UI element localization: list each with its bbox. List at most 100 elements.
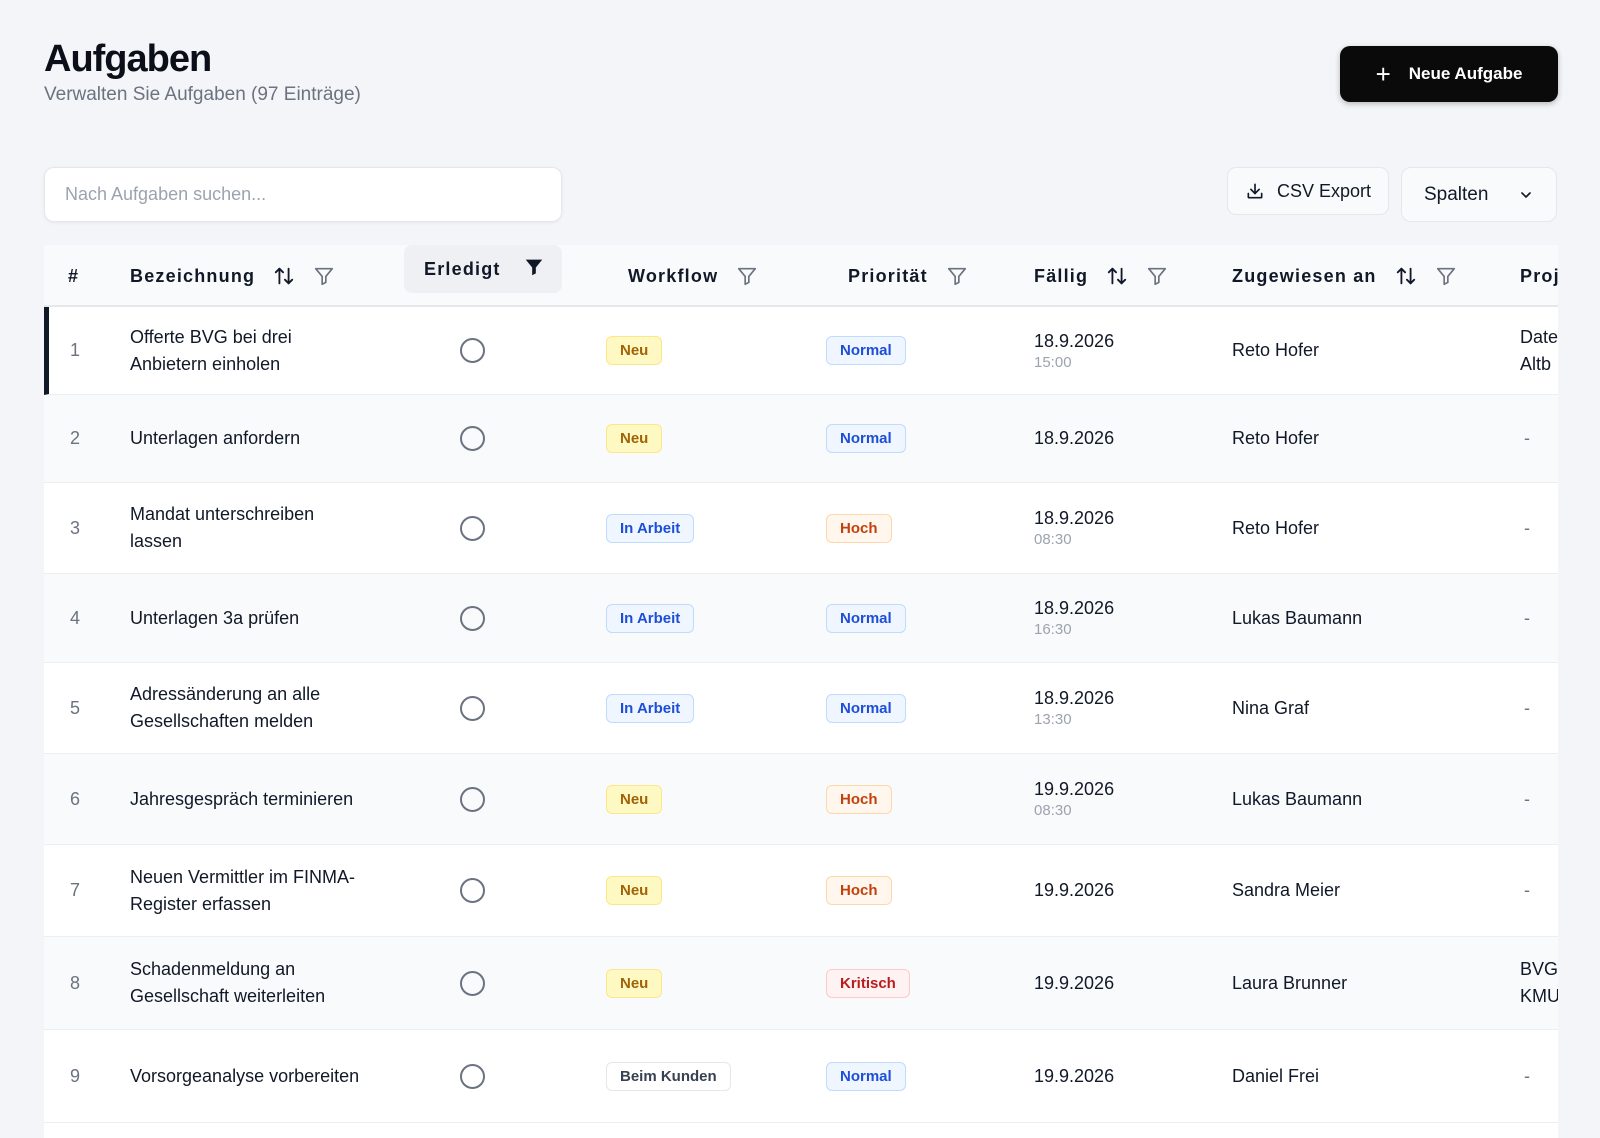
priority-badge[interactable]: Kritisch bbox=[826, 968, 910, 998]
done-cell bbox=[460, 307, 485, 394]
table-row[interactable]: 8 Schadenmeldung an Gesellschaft weiterl… bbox=[44, 937, 1558, 1030]
assignee-cell: Lukas Baumann bbox=[1232, 574, 1362, 662]
due-date: 18.9.2026 bbox=[1034, 598, 1115, 618]
task-title-cell: Adressänderung an alle Gesellschaften me… bbox=[130, 663, 360, 753]
chevron-down-icon bbox=[1521, 191, 1531, 198]
sort-icon[interactable] bbox=[1395, 265, 1417, 287]
workflow-badge[interactable]: Neu bbox=[606, 876, 663, 905]
assignee-name: Daniel Frei bbox=[1232, 1065, 1320, 1086]
done-checkbox[interactable] bbox=[460, 786, 485, 812]
table-row[interactable]: 2 Unterlagen anfordern Neu Normal 18.9.2… bbox=[44, 395, 1558, 483]
project-name: - bbox=[1524, 607, 1530, 628]
sort-icon[interactable] bbox=[273, 265, 295, 287]
workflow-badge[interactable]: Neu bbox=[606, 424, 663, 453]
filter-icon[interactable] bbox=[313, 265, 335, 287]
filter-icon[interactable] bbox=[1146, 265, 1168, 287]
priority-badge[interactable]: Normal bbox=[826, 1061, 906, 1091]
assignee-name: Laura Brunner bbox=[1232, 972, 1348, 993]
search-input[interactable] bbox=[44, 167, 562, 222]
done-checkbox[interactable] bbox=[460, 426, 485, 451]
due-cell: 18.9.2026 16:30 bbox=[1034, 574, 1114, 662]
table-row[interactable]: 1 Offerte BVG bei drei Anbietern einhole… bbox=[44, 307, 1558, 395]
priority-badge[interactable]: Hoch bbox=[826, 784, 892, 814]
done-checkbox[interactable] bbox=[460, 515, 485, 541]
filter-icon[interactable] bbox=[946, 265, 968, 287]
workflow-badge[interactable]: Neu bbox=[606, 784, 663, 814]
table-row[interactable]: 5 Adressänderung an alle Gesellschaften … bbox=[44, 663, 1558, 754]
plus-icon: + bbox=[1375, 59, 1391, 89]
workflow-badge[interactable]: Neu bbox=[606, 968, 663, 998]
workflow-cell: In Arbeit bbox=[606, 574, 695, 662]
assignee-cell: Reto Hofer bbox=[1232, 483, 1319, 573]
priority-badge[interactable]: Normal bbox=[826, 336, 906, 365]
task-title[interactable]: Schadenmeldung an Gesellschaft weiterlei… bbox=[130, 959, 326, 1006]
task-title[interactable]: Offerte BVG bei drei Anbietern einholen bbox=[130, 326, 292, 374]
project-cell: BVG KMU bbox=[1520, 937, 1558, 1029]
filter-icon[interactable] bbox=[736, 265, 758, 287]
done-checkbox[interactable] bbox=[460, 605, 485, 631]
priority-badge[interactable]: Hoch bbox=[826, 876, 892, 905]
csv-export-button[interactable]: CSV Export bbox=[1227, 167, 1389, 215]
columns-dropdown[interactable]: Spalten bbox=[1401, 167, 1557, 222]
filter-icon[interactable] bbox=[1435, 265, 1457, 287]
page-subtitle: Verwalten Sie Aufgaben (97 Einträge) bbox=[44, 84, 361, 105]
table-row[interactable]: 3 Mandat unterschreiben lassen In Arbeit… bbox=[44, 483, 1558, 574]
due-cell: 19.9.2026 bbox=[1034, 845, 1114, 936]
due-time: 08:30 bbox=[1034, 531, 1072, 548]
workflow-badge[interactable]: In Arbeit bbox=[606, 513, 695, 543]
project-cell: - bbox=[1524, 574, 1530, 662]
priority-cell: Normal bbox=[826, 574, 906, 662]
task-title[interactable]: Jahresgespräch terminieren bbox=[130, 788, 354, 809]
workflow-badge[interactable]: Neu bbox=[606, 336, 663, 365]
project-cell: - bbox=[1524, 483, 1530, 573]
done-checkbox[interactable] bbox=[460, 695, 485, 721]
priority-badge[interactable]: Normal bbox=[826, 603, 906, 633]
priority-badge[interactable]: Hoch bbox=[826, 513, 892, 543]
priority-cell: Hoch bbox=[826, 754, 892, 844]
task-title[interactable]: Unterlagen anfordern bbox=[130, 428, 301, 448]
done-checkbox[interactable] bbox=[460, 338, 485, 363]
priority-badge[interactable]: Normal bbox=[826, 424, 906, 453]
priority-cell: Normal bbox=[826, 663, 906, 753]
filter-active-icon[interactable] bbox=[523, 256, 545, 283]
done-cell bbox=[460, 574, 485, 662]
sort-icon[interactable] bbox=[1106, 265, 1128, 287]
assignee-cell: Sandra Meier bbox=[1232, 845, 1340, 936]
column-label: Bezeichnung bbox=[130, 265, 256, 286]
new-task-button[interactable]: + Neue Aufgabe bbox=[1340, 46, 1558, 102]
task-title[interactable]: Vorsorgeanalyse vorbereiten bbox=[130, 1065, 360, 1086]
workflow-badge[interactable]: In Arbeit bbox=[606, 603, 695, 633]
table-row[interactable]: 7 Neuen Vermittler im FINMA-Register erf… bbox=[44, 845, 1558, 937]
assignee-cell: Reto Hofer bbox=[1232, 307, 1319, 394]
done-checkbox[interactable] bbox=[460, 970, 485, 996]
assignee-cell: Lukas Baumann bbox=[1232, 754, 1362, 844]
task-title[interactable]: Neuen Vermittler im FINMA-Register erfas… bbox=[130, 866, 356, 914]
row-number: 9 bbox=[70, 1065, 81, 1086]
workflow-badge[interactable]: Beim Kunden bbox=[606, 1061, 731, 1091]
task-title[interactable]: Mandat unterschreiben lassen bbox=[130, 504, 315, 551]
column-header-prioritaet: Priorität bbox=[848, 245, 986, 307]
project-name: - bbox=[1524, 697, 1530, 718]
done-checkbox[interactable] bbox=[460, 878, 485, 903]
task-title[interactable]: Adressänderung an alle Gesellschaften me… bbox=[130, 684, 321, 731]
table-row[interactable]: 9 Vorsorgeanalyse vorbereiten Beim Kunde… bbox=[44, 1030, 1558, 1123]
project-cell: - bbox=[1524, 395, 1530, 482]
assignee-name: Reto Hofer bbox=[1232, 340, 1320, 360]
due-cell: 18.9.2026 bbox=[1034, 395, 1114, 482]
due-date: 19.9.2026 bbox=[1034, 1065, 1115, 1086]
project-name[interactable]: BVG KMU bbox=[1520, 959, 1558, 1006]
priority-badge[interactable]: Normal bbox=[826, 693, 906, 723]
table-row[interactable]: 4 Unterlagen 3a prüfen In Arbeit Normal … bbox=[44, 574, 1558, 663]
table-row[interactable]: 6 Jahresgespräch terminieren Neu Hoch 19… bbox=[44, 754, 1558, 845]
table-header: # Bezeichnung Erledigt Workflow Prioritä… bbox=[44, 245, 1558, 307]
due-cell: 19.9.2026 bbox=[1034, 937, 1114, 1029]
due-time: 08:30 bbox=[1034, 802, 1072, 819]
priority-cell: Kritisch bbox=[826, 937, 910, 1029]
done-cell bbox=[460, 937, 485, 1029]
project-name[interactable]: Date Altb bbox=[1520, 326, 1558, 374]
done-checkbox[interactable] bbox=[460, 1063, 485, 1089]
task-title[interactable]: Unterlagen 3a prüfen bbox=[130, 607, 300, 628]
tasks-table: # Bezeichnung Erledigt Workflow Prioritä… bbox=[44, 245, 1558, 1138]
workflow-badge[interactable]: In Arbeit bbox=[606, 693, 695, 723]
task-title-cell: Offerte BVG bei drei Anbietern einholen bbox=[130, 307, 360, 394]
